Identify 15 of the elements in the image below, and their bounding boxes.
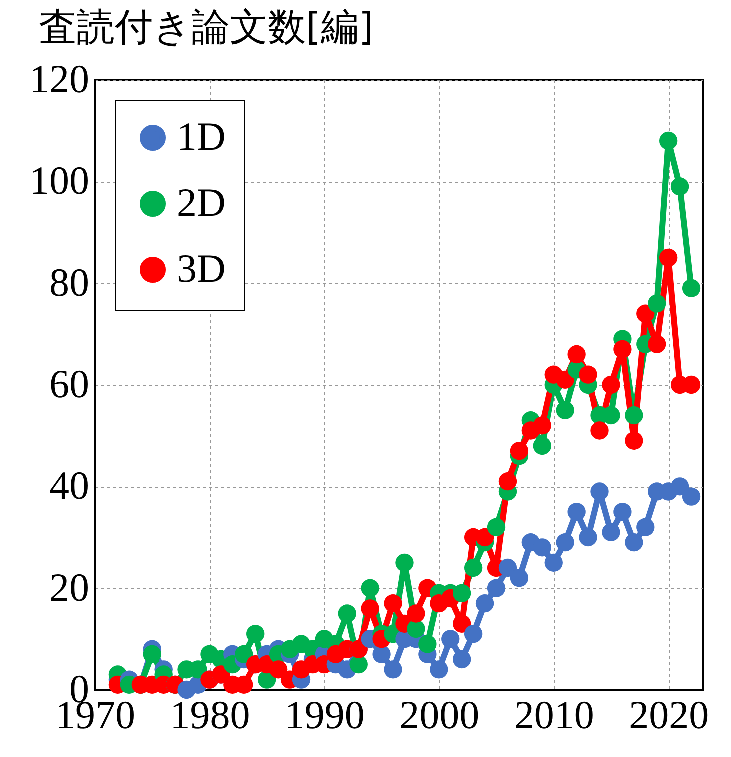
y-tick-label: 20 [50, 564, 90, 610]
x-tick-label: 2010 [514, 692, 594, 738]
y-tick-label: 80 [50, 260, 90, 305]
chart-title: 査読付き論文数[編] [39, 5, 374, 49]
legend-label: 3D [177, 246, 226, 291]
y-tick-label: 100 [30, 158, 90, 204]
y-tick-label: 40 [50, 463, 90, 508]
legend-label: 1D [177, 114, 226, 159]
x-tick-label: 1990 [284, 692, 365, 738]
legend-label: 2D [177, 180, 226, 225]
x-tick-label: 1980 [170, 692, 250, 738]
x-tick-label: 2020 [629, 692, 710, 738]
y-tick-label: 120 [30, 56, 90, 102]
y-tick-label: 60 [50, 362, 90, 406]
x-tick-label: 2000 [400, 692, 480, 738]
